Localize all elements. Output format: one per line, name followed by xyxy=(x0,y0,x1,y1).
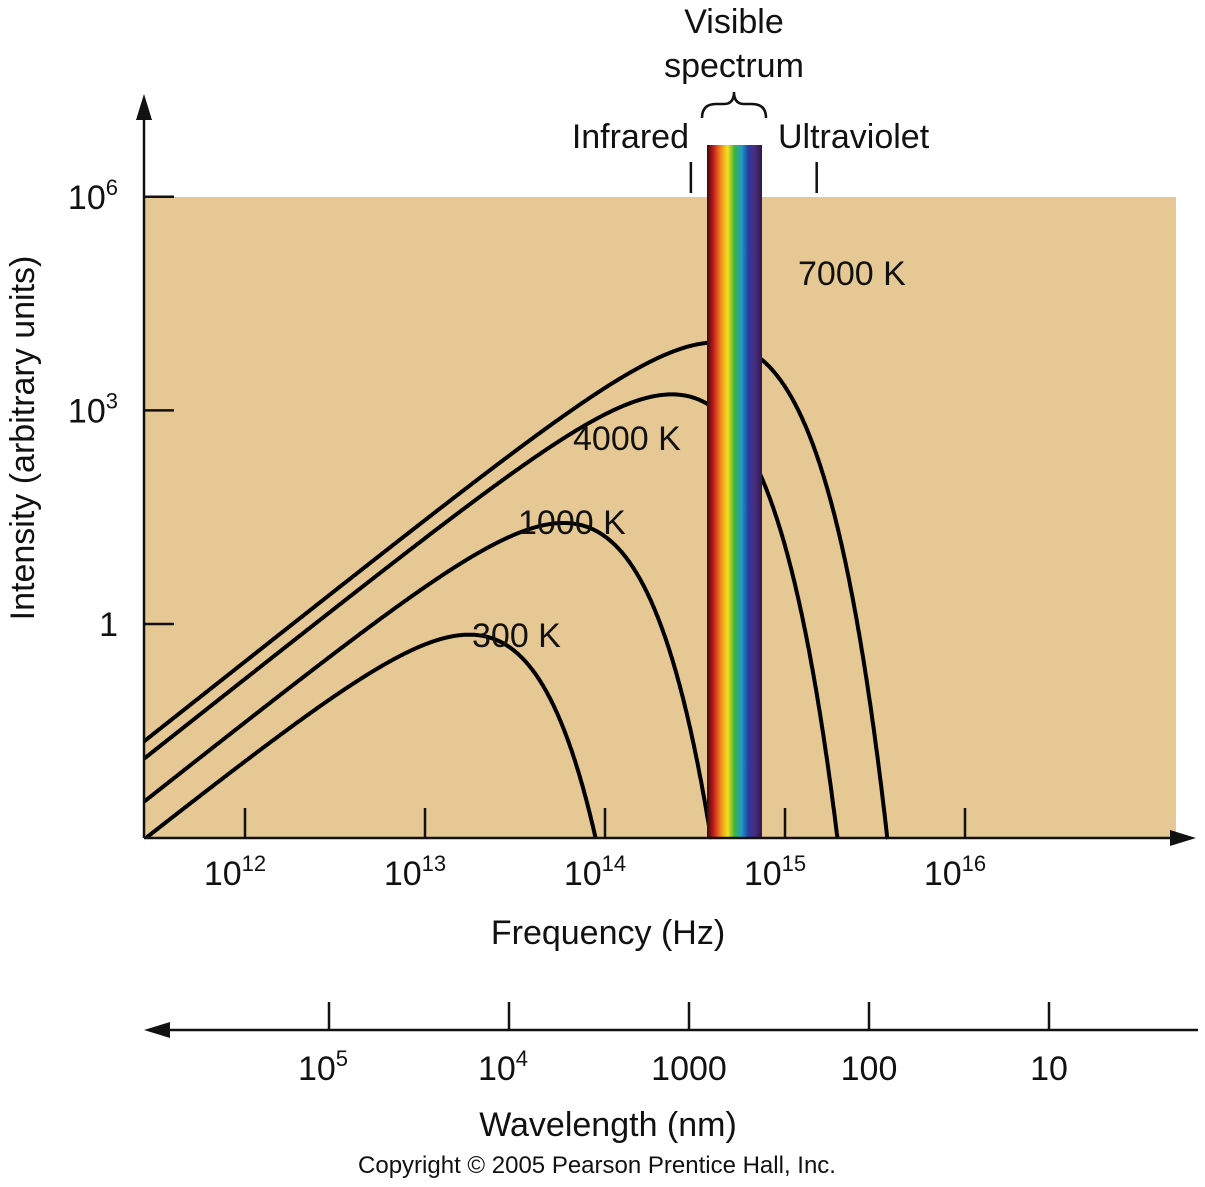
plot-background xyxy=(144,197,1176,838)
wavelength-axis-title: Wavelength (nm) xyxy=(479,1106,737,1144)
visible-brace xyxy=(700,91,768,119)
x-axis-title: Frequency (Hz) xyxy=(491,914,725,952)
visible-label-line2: spectrum xyxy=(664,47,804,85)
y-tick-label: 1 xyxy=(99,606,118,644)
x-axis xyxy=(144,830,1196,846)
x-tick-label: 1012 xyxy=(204,851,266,893)
curve-labels: 300 K 1000 K 4000 K 7000 K xyxy=(472,255,906,655)
x-tick-label: 1014 xyxy=(564,851,626,893)
curve-7000k xyxy=(142,340,890,840)
curve-300k xyxy=(145,632,598,840)
x-ticks: 1012 1013 1014 1015 1016 xyxy=(204,808,986,893)
wavelength-ticks: 105 104 1000 100 10 xyxy=(298,1002,1068,1088)
visible-spectrum-band xyxy=(707,145,762,838)
intensity-curves xyxy=(142,340,890,840)
wavelength-axis-arrowhead xyxy=(144,1022,170,1038)
x-tick-label: 1016 xyxy=(924,851,986,893)
y-ticks: 1 103 106 xyxy=(68,175,174,644)
wavelength-axis: 105 104 1000 100 10 Wavelength (nm) xyxy=(144,1002,1198,1144)
wavelength-tick-label: 10 xyxy=(1030,1050,1068,1088)
wavelength-tick-label: 1000 xyxy=(651,1050,727,1088)
curve-1000k xyxy=(142,521,713,840)
y-tick-label: 106 xyxy=(68,175,118,217)
x-tick-label: 1013 xyxy=(384,851,446,893)
curve-label-4000k: 4000 K xyxy=(573,420,681,458)
x-axis-arrowhead xyxy=(1170,830,1196,846)
ultraviolet-label: Ultraviolet xyxy=(778,118,930,156)
copyright-notice: Copyright © 2005 Pearson Prentice Hall, … xyxy=(358,1152,836,1179)
curve-label-7000k: 7000 K xyxy=(798,255,906,293)
wavelength-tick-label: 100 xyxy=(841,1050,898,1088)
curve-label-1000k: 1000 K xyxy=(518,504,626,542)
wavelength-tick-label: 104 xyxy=(478,1046,528,1088)
y-axis-arrowhead xyxy=(136,94,152,120)
wavelength-tick-label: 105 xyxy=(298,1046,348,1088)
curve-label-300k: 300 K xyxy=(472,617,561,655)
infrared-label: Infrared xyxy=(572,118,689,156)
visible-label-line1: Visible xyxy=(684,3,784,41)
visible-spectrum-annotation: Visible spectrum Infrared Ultraviolet xyxy=(572,3,930,193)
x-tick-label: 1015 xyxy=(744,851,806,893)
y-axis xyxy=(136,94,152,838)
y-axis-title: Intensity (arbitrary units) xyxy=(4,256,42,621)
y-tick-label: 103 xyxy=(68,388,118,430)
